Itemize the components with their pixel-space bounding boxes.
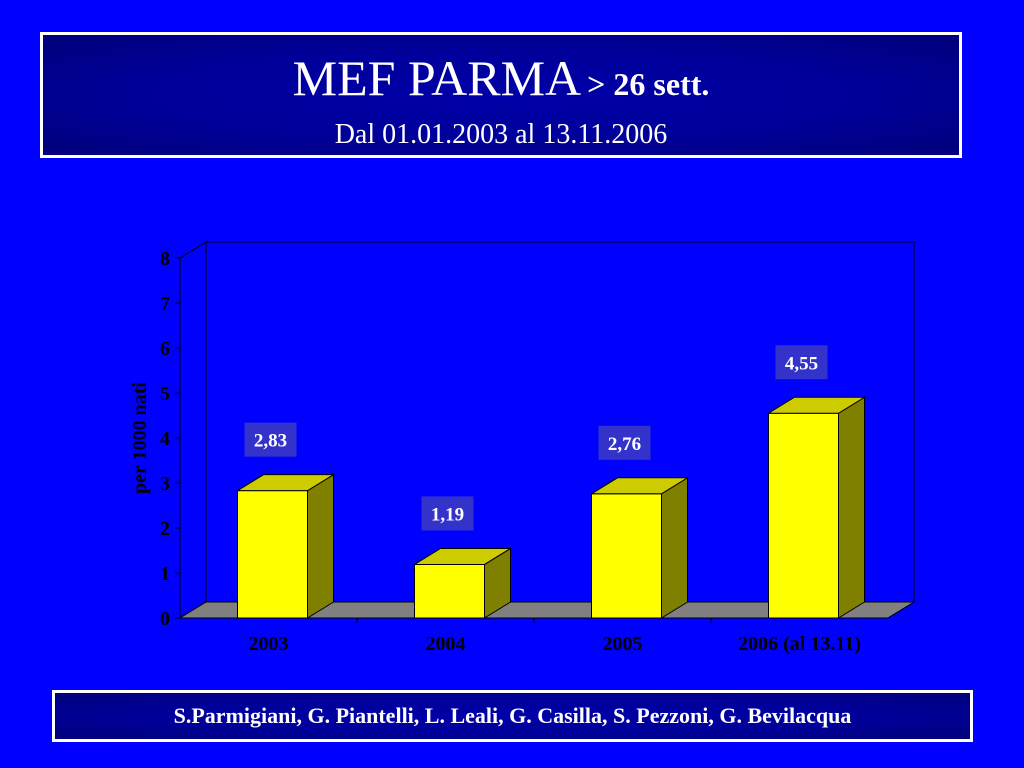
data-label-box (775, 345, 828, 380)
data-label: 1,19 (431, 504, 464, 525)
bar-front (414, 563, 485, 619)
y-tick-label: 0 (160, 608, 170, 630)
bar-top (235, 474, 336, 492)
y-tick-label: 2 (160, 518, 170, 540)
data-label: 2,83 (254, 431, 287, 452)
bar-top (766, 396, 867, 414)
data-label: 4,55 (785, 353, 818, 374)
bar-side (661, 476, 688, 619)
y-tick-label: 6 (160, 338, 170, 360)
bar-chart: 0 1 2 3 4 5 6 7 8 per 1000 nati 2,83 2003 1,19 2004 2,… (129, 241, 916, 655)
bar-side (307, 473, 334, 619)
x-tick-label: 2005 (603, 633, 643, 655)
page-title: MEF PARMA (292, 50, 582, 106)
y-tick-label: 8 (160, 248, 170, 270)
y-axis-label: per 1000 nati (129, 382, 151, 494)
bar-front (237, 490, 308, 619)
title-suffix: > 26 sett. (587, 66, 710, 102)
data-label-box (421, 496, 474, 531)
y-tick-label: 5 (160, 383, 170, 405)
chart-back-wall (206, 241, 915, 602)
bar-side (838, 396, 865, 619)
x-tick-label: 2006 (al 13.11) (738, 633, 861, 655)
data-label: 2,76 (608, 434, 641, 455)
bar-top (589, 477, 690, 495)
bar-front (591, 493, 662, 619)
title-line: MEF PARMA > 26 sett. (43, 49, 959, 107)
authors-text: S.Parmigiani, G. Piantelli, L. Leali, G.… (173, 703, 852, 728)
y-tick-label: 1 (160, 563, 170, 585)
bar-front (768, 412, 839, 619)
data-label-box (244, 422, 297, 457)
bar-top (412, 547, 513, 565)
y-tick-label: 7 (160, 293, 170, 315)
data-label-box (598, 425, 651, 460)
chart-side-wall (179, 241, 207, 619)
y-tick-label: 3 (160, 473, 170, 495)
title-box: MEF PARMA > 26 sett. Dal 01.01.2003 al 13… (40, 32, 962, 158)
page-subtitle: Dal 01.01.2003 al 13.11.2006 (334, 119, 668, 150)
y-tick-label: 4 (160, 428, 170, 450)
x-tick-label: 2003 (249, 633, 289, 655)
x-tick-label: 2004 (426, 633, 466, 655)
authors-box: S.Parmigiani, G. Piantelli, L. Leali, G.… (52, 690, 973, 742)
